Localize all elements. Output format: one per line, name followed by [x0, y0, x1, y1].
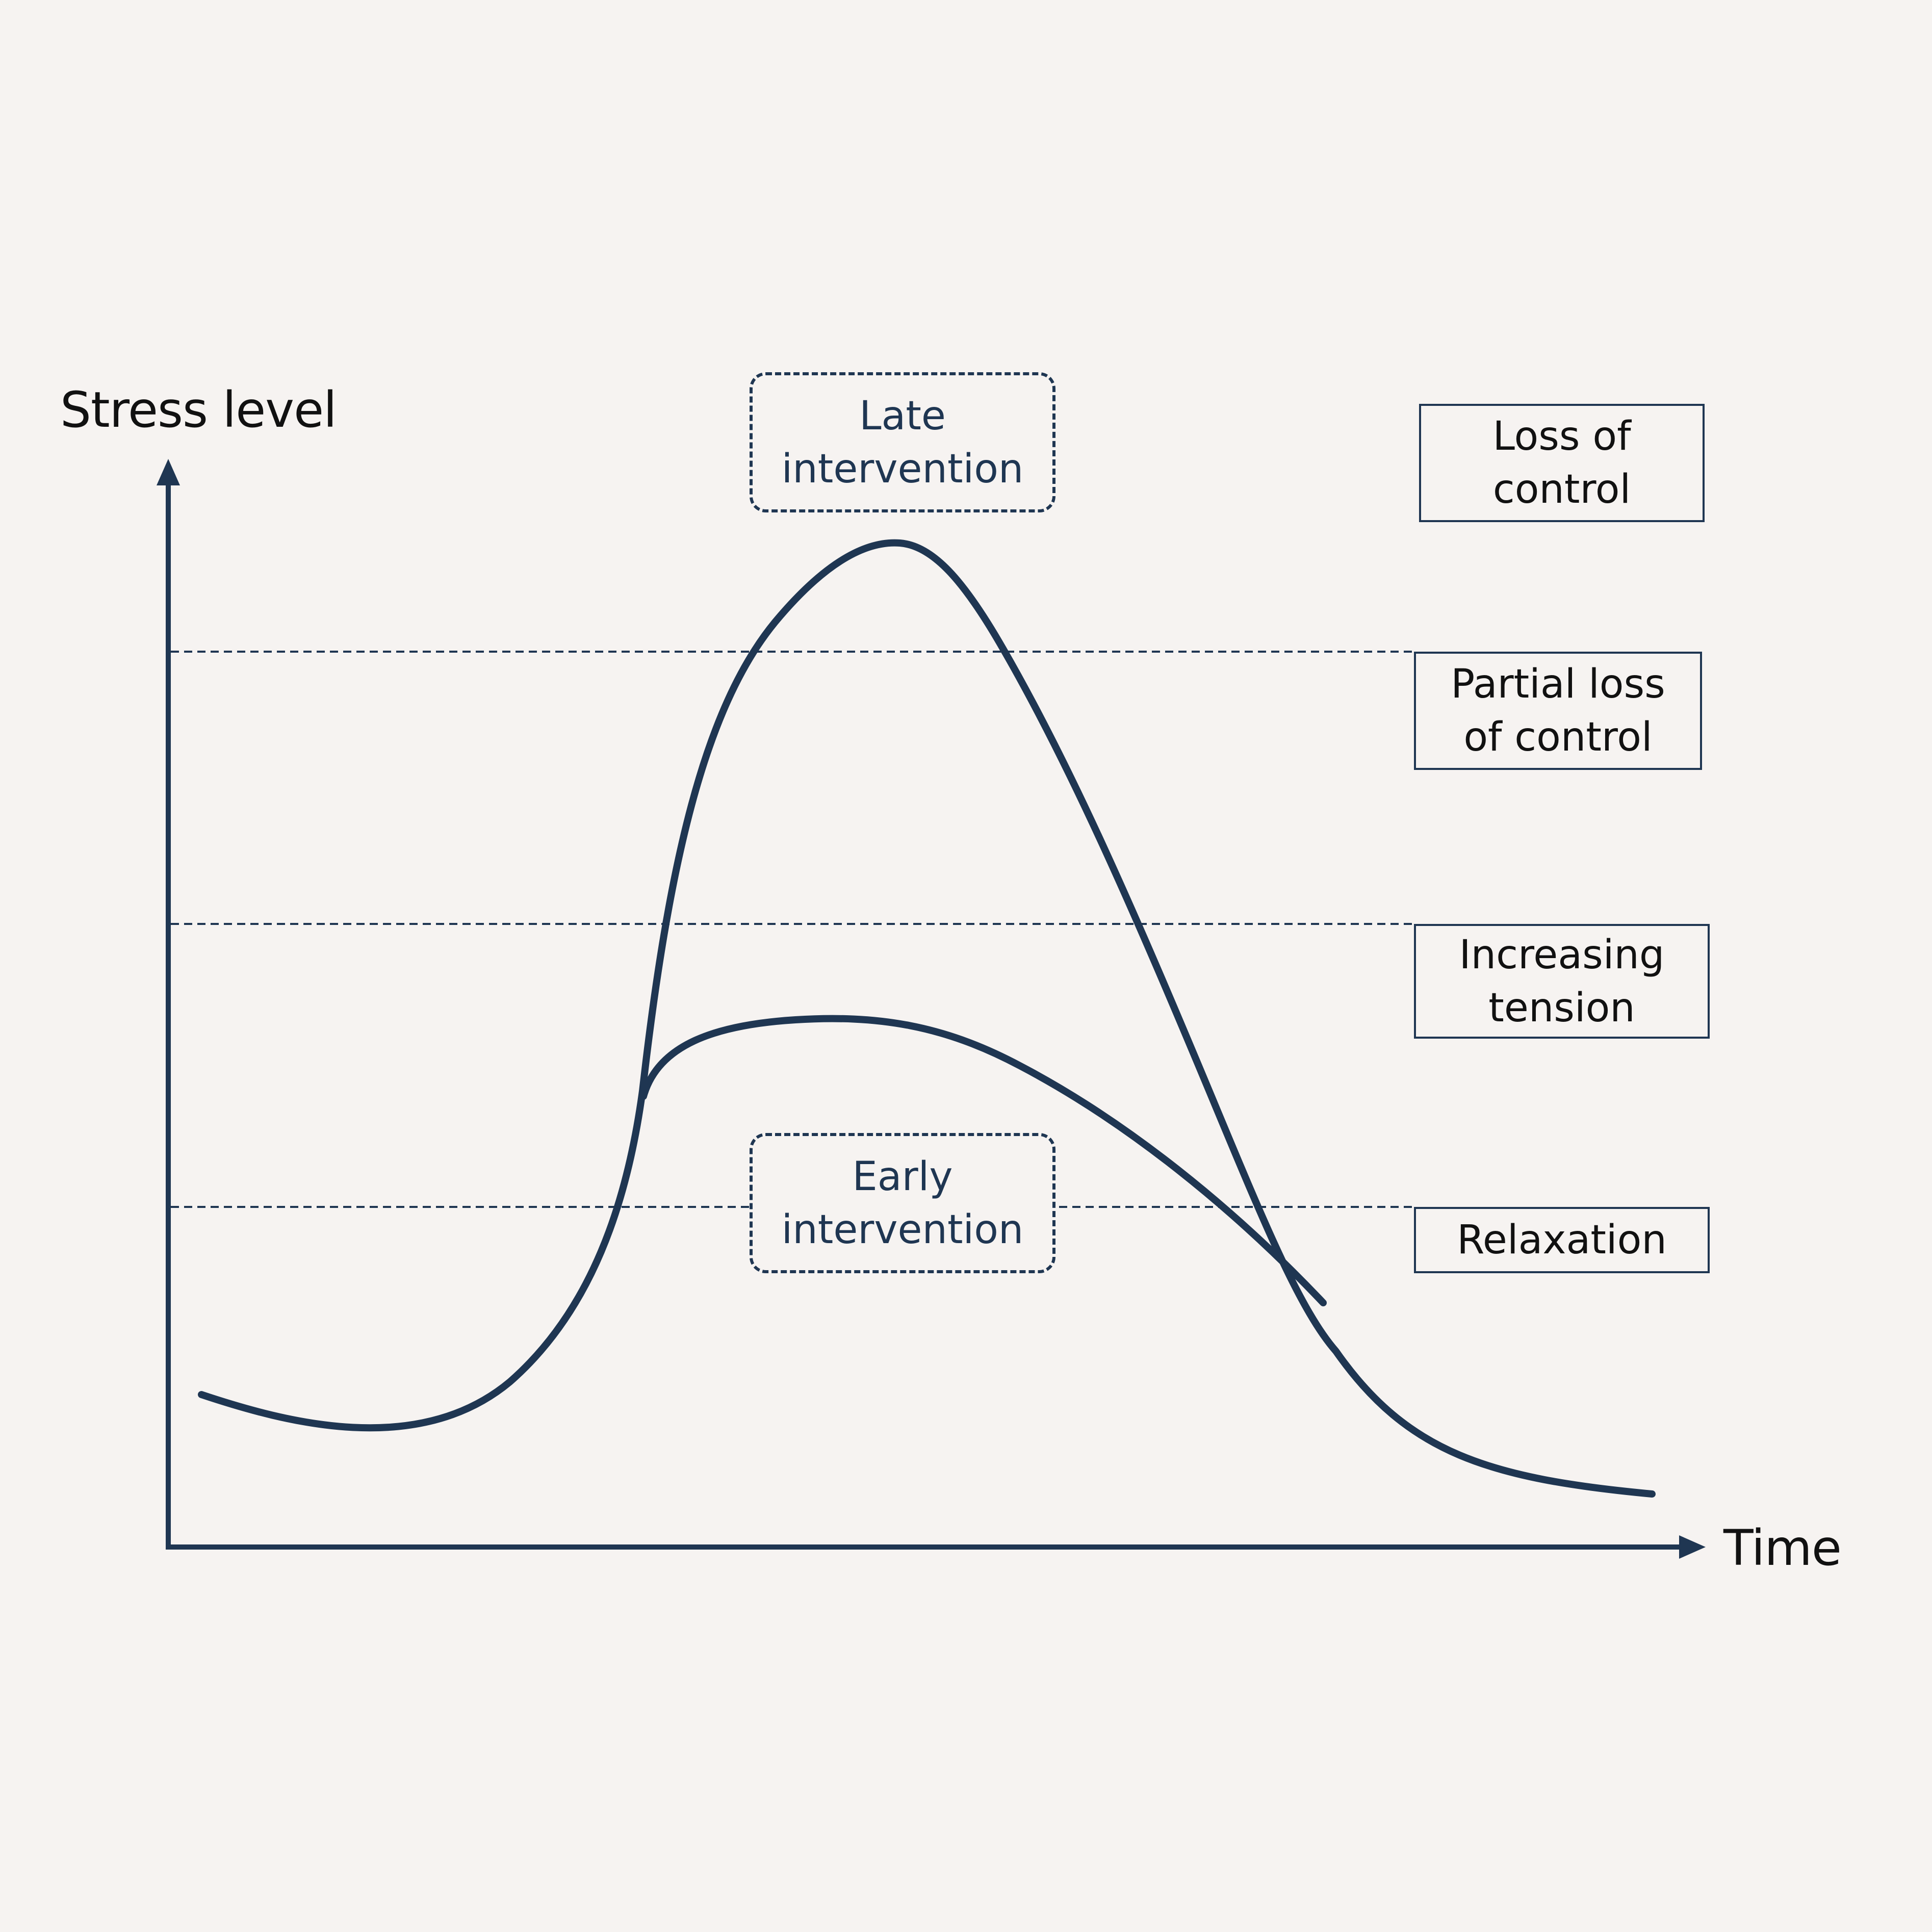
x-axis-label: Time — [1723, 1519, 1842, 1577]
stage-label-increasing-tension: Increasing tension — [1414, 924, 1710, 1039]
x-axis-arrowhead — [1679, 1535, 1706, 1559]
early-intervention-label: Early intervention — [750, 1133, 1055, 1273]
late-intervention-label: Late intervention — [750, 372, 1055, 512]
stage-label-loss-of-control: Loss of control — [1419, 404, 1705, 522]
early-intervention-curve — [640, 1015, 1327, 1306]
y-axis-arrowhead — [157, 459, 180, 485]
y-axis-label: Stress level — [60, 381, 337, 439]
stage-label-relaxation: Relaxation — [1414, 1207, 1710, 1273]
stage-label-partial-loss-of-control: Partial loss of control — [1414, 652, 1702, 770]
late-intervention-curve — [198, 539, 1656, 1498]
